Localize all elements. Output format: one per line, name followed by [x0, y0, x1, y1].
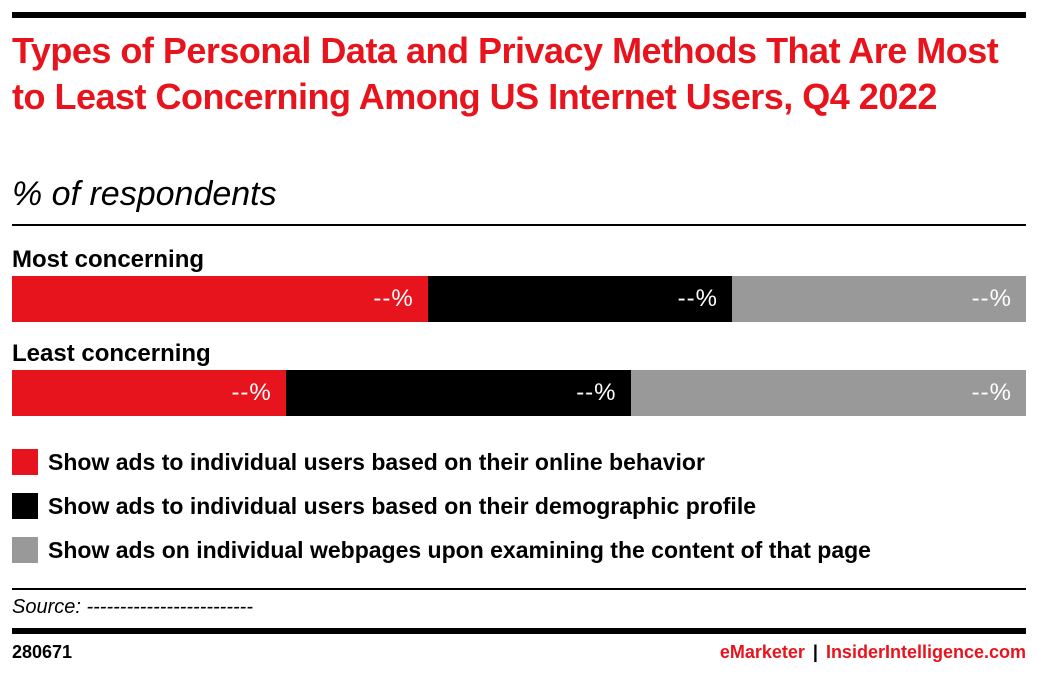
bar-segment: --% — [12, 276, 428, 322]
legend-item-page-content: Show ads on individual webpages upon exa… — [12, 528, 871, 572]
data-label: --% — [677, 285, 718, 312]
brand-separator: | — [812, 642, 818, 662]
footer-rule — [12, 628, 1026, 634]
bar-segment: --% — [427, 276, 732, 322]
bar-row: --% --% --% — [12, 276, 1026, 322]
legend-label: Show ads on individual webpages upon exa… — [48, 536, 871, 563]
source-divider — [12, 588, 1026, 590]
category-label: Least concerning — [12, 340, 211, 367]
bar-segment: --% — [630, 370, 1026, 416]
chart-title: Types of Personal Data and Privacy Metho… — [12, 30, 999, 117]
data-label: --% — [231, 379, 272, 406]
bar-row: --% --% --% — [12, 370, 1026, 416]
legend-swatch-gray — [12, 537, 38, 563]
legend-item-online-behavior: Show ads to individual users based on th… — [12, 440, 871, 484]
source-note: Source: ------------------------- — [12, 596, 253, 618]
bar-segment: --% — [285, 370, 631, 416]
data-label: --% — [373, 285, 414, 312]
legend-swatch-black — [12, 493, 38, 519]
category-label: Most concerning — [12, 246, 205, 273]
chart-legend: Show ads to individual users based on th… — [12, 440, 871, 572]
chart-id: 280671 — [12, 642, 73, 662]
data-label: --% — [971, 379, 1012, 406]
brand-emarketer: eMarketer — [719, 642, 805, 662]
chart-subtitle: % of respondents — [12, 175, 277, 213]
bar-segment: --% — [731, 276, 1026, 322]
bar-segment: --% — [12, 370, 286, 416]
top-rule — [12, 12, 1026, 18]
footer-brand: eMarketer | InsiderIntelligence.com — [720, 642, 1026, 663]
data-label: --% — [971, 285, 1012, 312]
data-label: --% — [576, 379, 617, 406]
title-divider — [12, 224, 1026, 226]
legend-swatch-red — [12, 449, 38, 475]
legend-label: Show ads to individual users based on th… — [48, 448, 705, 475]
legend-label: Show ads to individual users based on th… — [48, 492, 757, 519]
brand-insider-intelligence[interactable]: InsiderIntelligence.com — [825, 642, 1026, 662]
legend-item-demographic-profile: Show ads to individual users based on th… — [12, 484, 871, 528]
